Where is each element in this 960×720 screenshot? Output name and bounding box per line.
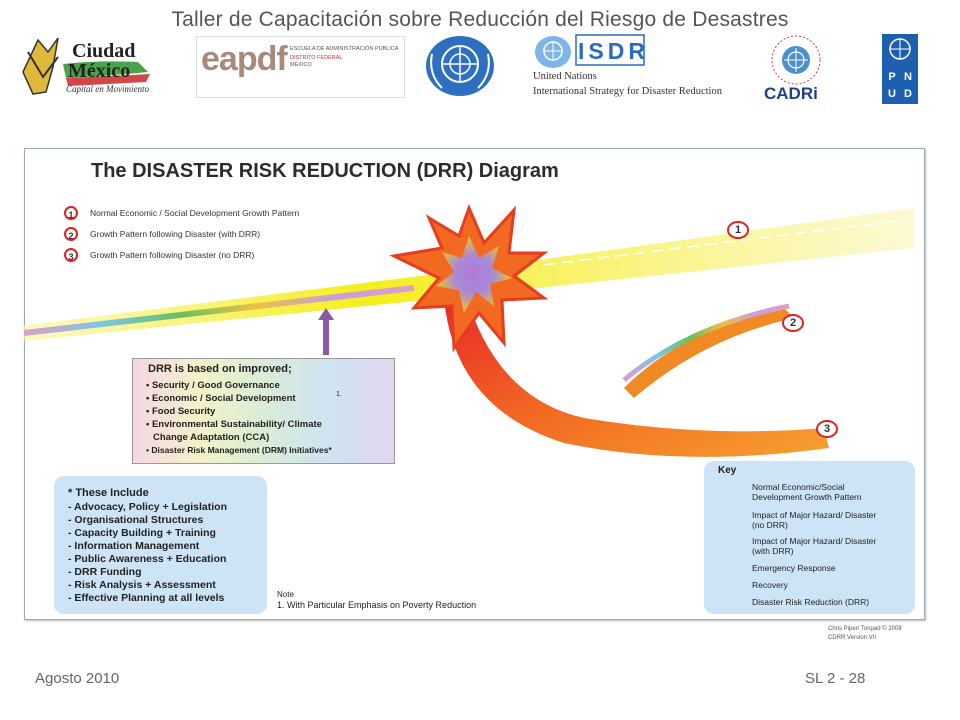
key-item-normal-line1: Normal Economic/Social [752,482,845,492]
drr-diagram-graphics [24,203,914,605]
isdr-wordmark-box [575,34,645,66]
drm-initiative-item: - Capacity Building + Training [68,527,216,539]
key-item-impact-with-drr: Impact of Major Hazard/ Disaster (with DR… [752,536,876,556]
pnud-letter-u: U [888,88,896,100]
curve-label-3: 3 [816,420,838,438]
drm-initiative-item: - Organisational Structures [68,514,204,526]
legend-num-3: 3 [64,248,78,262]
drr-basis-item: • Environmental Sustainability/ Climate [146,419,322,430]
key-item-normal-line2: Development Growth Pattern [752,492,862,502]
cadri-logo-word: CADRi [764,84,818,103]
legend-num-1: 1 [64,206,78,220]
drr-basis-superscript: 1. [336,391,342,398]
note-text: 1. With Particular Emphasis on Poverty R… [277,600,477,610]
eapdf-logo [196,36,405,98]
eapdf-logo-word: eapdf [201,40,288,78]
credit-line-1: Chris Piper/ Torqaid © 2008 [828,626,902,632]
key-item-impact-with-drr-line1: Impact of Major Hazard/ Disaster [752,536,877,546]
footer-slide-number: SL 2 - 28 [805,670,866,687]
curve-label-2: 2 [782,314,804,332]
key-item-impact-with-drr-line2: (with DRR) [752,546,794,556]
pnud-letter-d: D [904,88,912,100]
isdr-un-emblem-icon [535,36,571,68]
key-item-impact-no-drr-line2: (no DRR) [752,520,788,530]
drm-initiative-item: - Public Awareness + Education [68,553,227,565]
cdmx-logo-word-1: Ciudad [72,40,136,62]
growth-band-dashed-guide [543,219,905,266]
key-item-recovery: Recovery [752,580,788,590]
disaster-impact-core-icon [436,236,512,313]
drr-basis-box [132,358,395,464]
drr-basis-item: Change Adaptation (CCA) [153,432,270,443]
drm-initiatives-title: * These Include [68,487,149,499]
isdr-logo-line-2: International Strategy for Disaster Redu… [533,86,722,97]
ciudad-mexico-logo [22,37,150,95]
key-item-emergency: Emergency Response [752,563,836,573]
legend-text-3: Growth Pattern following Disaster (no DR… [90,250,255,260]
credit-line-2: CDRR Version VII [828,635,877,641]
curve-label-1: 1 [727,221,749,239]
drr-stripe-post-disaster [622,303,790,382]
un-emblem-icon [426,36,494,96]
pnud-un-emblem-icon [889,38,911,60]
drm-initiative-item: - Risk Analysis + Assessment [68,579,216,591]
note-label: Note [277,590,294,599]
drr-basis-item: • Disaster Risk Management (DRM) Initiat… [146,445,332,455]
diagram-title: The DISASTER RISK REDUCTION (DRR) Diagra… [91,160,559,182]
legend-text-1: Normal Economic / Social Development Gro… [90,208,300,218]
drr-arrow-up-icon [318,308,334,320]
isdr-logo-word: ISDR [578,38,649,64]
pnud-letter-n: N [904,71,912,83]
drm-initiative-item: - Information Management [68,540,200,552]
drm-initiatives-box [54,476,267,614]
key-item-drr: Disaster Risk Reduction (DRR) [752,597,870,607]
slide-header-title: Taller de Capacitación sobre Reducción d… [171,8,789,31]
eapdf-logo-line-1: ESCUELA DE ADMINISTRACIÓN PÚBLICA [290,46,399,52]
pnud-letter-p: P [888,71,896,83]
drr-basis-item: • Economic / Social Development [146,393,296,404]
key-item-impact-no-drr-line1: Impact of Major Hazard/ Disaster [752,510,877,520]
drm-initiative-item: - Advocacy, Policy + Legislation [68,501,228,513]
drr-stripe-pre-disaster [24,285,415,336]
drm-initiative-item: - DRR Funding [68,566,142,578]
recovery-band-no-drr [444,288,829,457]
key-item-normal: Normal Economic/Social Development Growth… [752,482,862,502]
footer-date: Agosto 2010 [35,670,120,687]
cdmx-logo-tagline: Capital en Movimiento [66,84,149,94]
isdr-logo-line-1: United Nations [533,71,597,82]
eapdf-logo-line-3: MÉXICO [290,62,312,68]
recovery-band-with-drr [624,308,794,398]
eapdf-logo-line-2: DISTRITO FEDERAL [290,55,343,61]
drr-basis-item: • Food Security [146,406,216,417]
key-box [704,461,915,614]
cdmx-logo-word-2: México [68,60,131,82]
cadri-emblem-icon [771,35,821,85]
drr-basis-title: DRR is based on improved; [148,363,292,375]
legend-text-2: Growth Pattern following Disaster (with … [90,229,261,239]
key-item-impact-no-drr: Impact of Major Hazard/ Disaster (no DRR) [752,510,876,530]
drm-initiative-item: - Effective Planning at all levels [68,592,225,604]
legend-num-2: 2 [64,227,78,241]
drr-basis-item: • Security / Good Governance [146,380,280,391]
key-title: Key [718,465,737,476]
